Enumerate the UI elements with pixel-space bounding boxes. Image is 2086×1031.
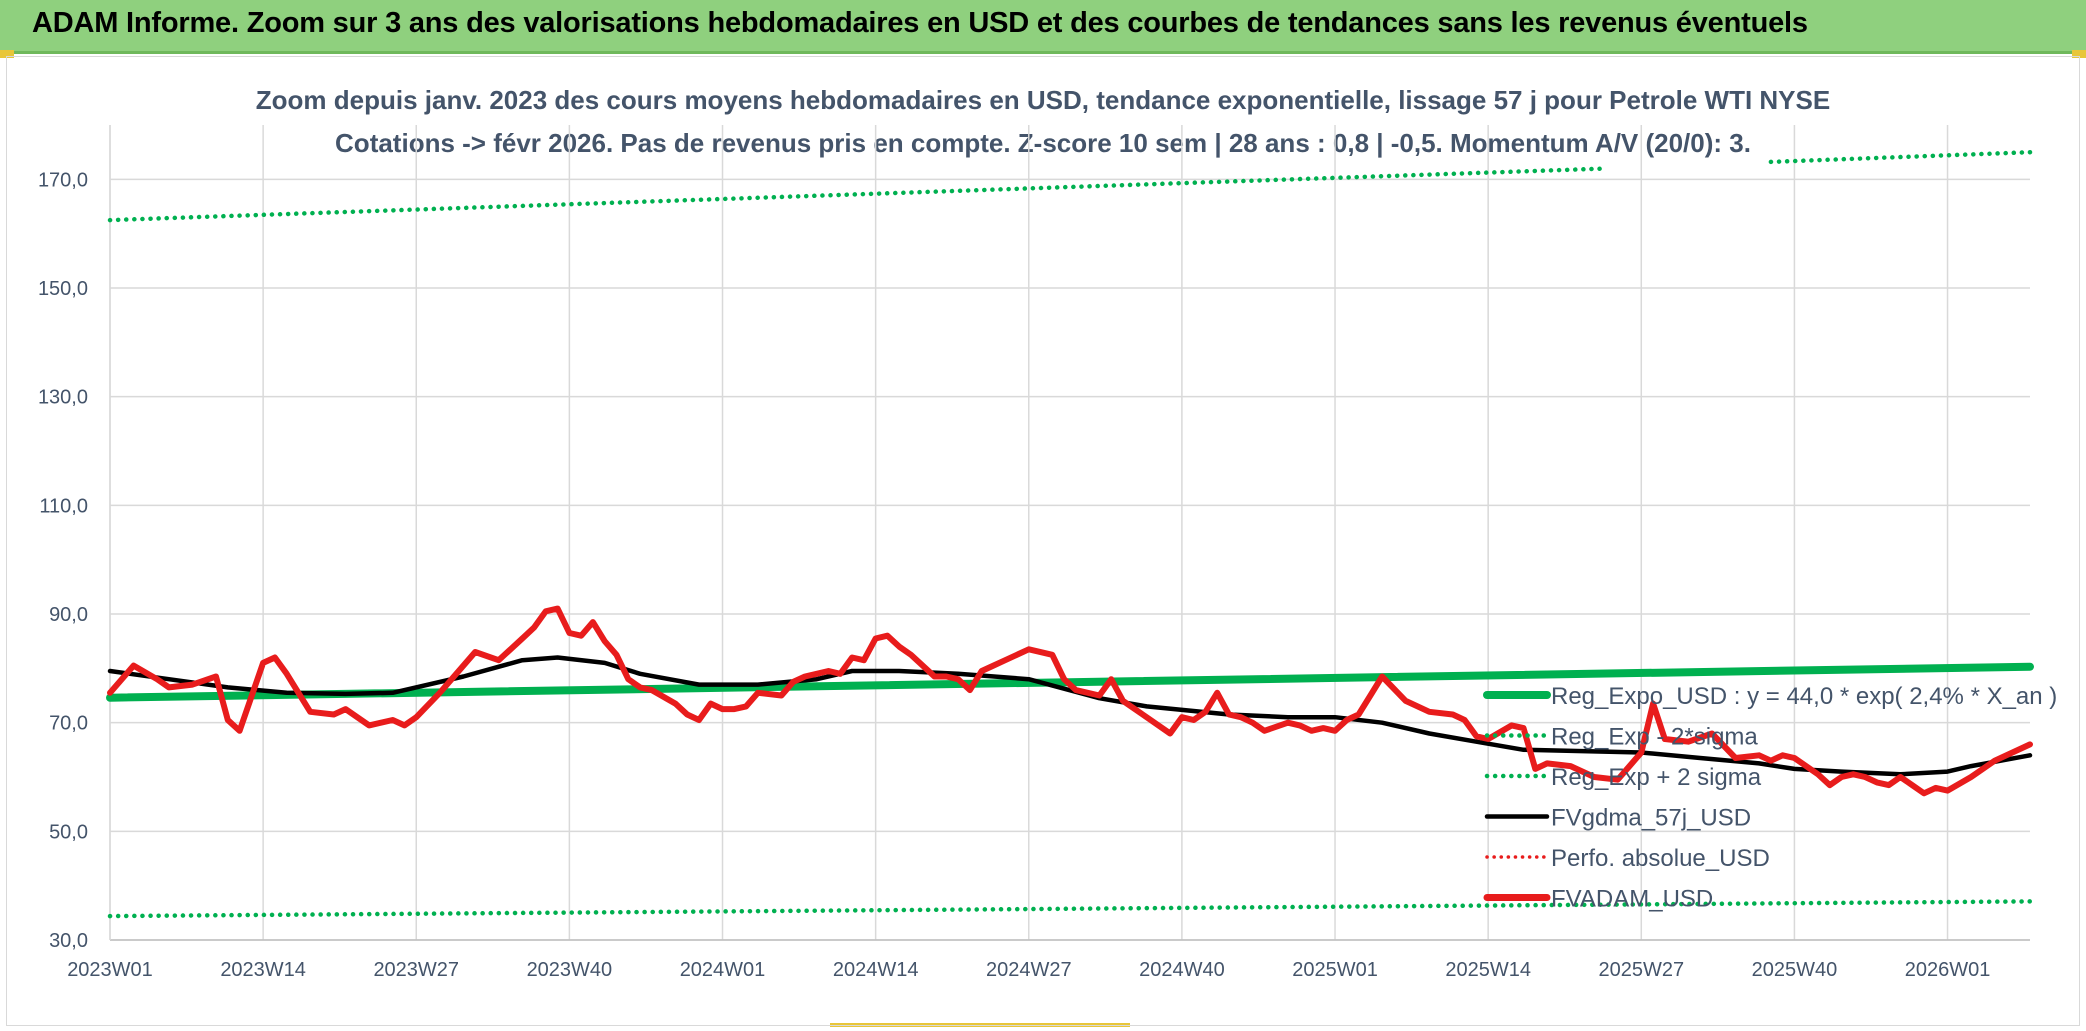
x-tick-label: 2025W14 [1445, 959, 1531, 981]
fvadam-line [107, 605, 2033, 797]
y-tick-label: 170,0 [38, 169, 88, 191]
y-tick-label: 130,0 [38, 387, 88, 409]
x-tick-label: 2024W01 [680, 959, 766, 981]
reg-exp-minus-2sigma-line [107, 899, 2033, 919]
legend-label: Perfo. absolue_USD [1551, 845, 1770, 872]
x-tick-label: 2025W27 [1598, 959, 1684, 981]
legend-label: Reg_Exp - 2*sigma [1551, 724, 1758, 751]
y-tick-label: 70,0 [49, 713, 88, 735]
chart-subtitle-line1: Zoom depuis janv. 2023 des cours moyens … [255, 85, 1831, 115]
axis-layer: 30,0 50,0 70,0 90,0 110,0 130,0 150,0 170,0 2023… [38, 125, 2030, 981]
legend-label: FVADAM_USD [1551, 886, 1713, 913]
x-tick-label: 2024W40 [1139, 959, 1225, 981]
corner-mark-right [2072, 50, 2086, 58]
x-tick-label: 2025W01 [1292, 959, 1378, 981]
y-tick-label: 110,0 [39, 495, 88, 517]
reg-exp-plus-2sigma-line [1768, 149, 2033, 165]
x-tick-label: 2025W40 [1752, 959, 1838, 981]
x-tick-label: 2026W01 [1905, 959, 1991, 981]
report-title: ADAM Informe. Zoom sur 3 ans des valoris… [32, 7, 1808, 39]
chart-subtitle-line2: Cotations -> févr 2026. Pas de revenus p… [335, 128, 1751, 158]
y-tick-label: 50,0 [49, 821, 88, 843]
y-tick-label: 90,0 [49, 604, 88, 626]
report-banner: ADAM Informe. Zoom sur 3 ans des valoris… [0, 0, 2086, 54]
x-tick-label: 2023W01 [67, 959, 153, 981]
x-tick-label: 2023W14 [220, 959, 306, 981]
chart-frame [6, 56, 2080, 1026]
x-tick-label: 2023W27 [373, 959, 459, 981]
y-tick-label: 150,0 [38, 278, 88, 300]
x-tick-label: 2024W14 [833, 959, 919, 981]
x-tick-label: 2024W27 [986, 959, 1072, 981]
legend-label: Reg_Exp + 2 sigma [1551, 764, 1762, 791]
y-tick-label: 30,0 [49, 930, 88, 952]
legend-layer: Reg_Expo_USD : y = 44,0 * exp( 2,4% * X_… [1483, 683, 2057, 913]
legend-label: FVgdma_57j_USD [1551, 805, 1751, 832]
reg-exp-plus-2sigma-line [107, 166, 1609, 223]
legend-label: Reg_Expo_USD : y = 44,0 * exp( 2,4% * X_… [1551, 683, 2057, 710]
series-layer [106, 149, 2034, 919]
x-tick-label: 2023W40 [527, 959, 613, 981]
corner-mark-left [0, 50, 14, 58]
